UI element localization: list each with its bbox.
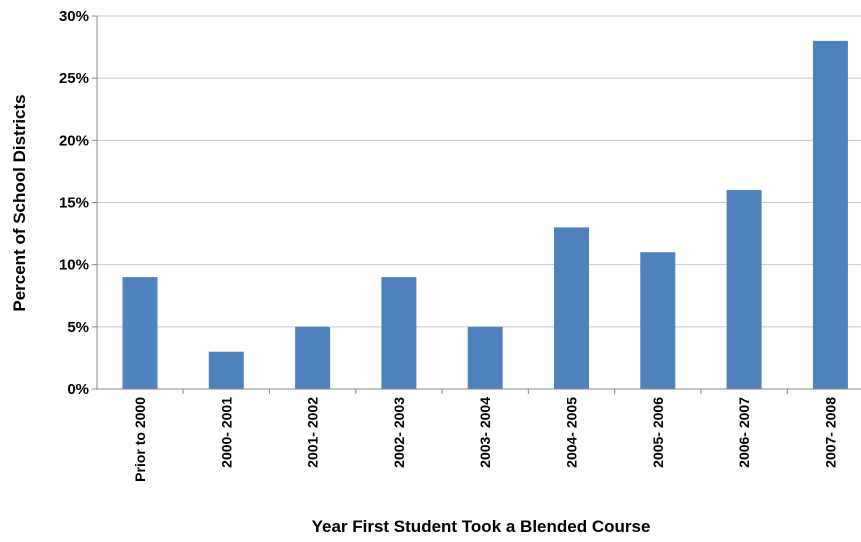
x-tick-label: 2001- 2002	[305, 397, 321, 468]
x-tick-label: 2004- 2005	[564, 397, 580, 468]
bar	[467, 326, 503, 389]
bar	[640, 252, 676, 389]
bar	[554, 227, 589, 389]
bars	[122, 40, 848, 389]
x-tick-labels: Prior to 2000 2000- 2001 2001- 2002 2002- 2…	[132, 389, 838, 482]
bar	[726, 190, 762, 389]
bar	[122, 277, 158, 389]
y-tick-label: 20%	[59, 132, 89, 149]
y-tick-labels: 0% 5% 10% 15% 20% 25% 30%	[59, 8, 97, 398]
bar	[208, 351, 244, 389]
y-axis-title: Percent of School Districts	[10, 94, 29, 311]
bar	[295, 326, 331, 389]
bar	[381, 277, 417, 389]
y-tick-label: 0%	[67, 381, 89, 398]
x-tick-label: 2006- 2007	[736, 397, 752, 468]
y-tick-label: 10%	[59, 257, 89, 274]
x-tick-label: 2007- 2008	[822, 397, 838, 468]
y-tick-label: 15%	[59, 195, 89, 212]
x-tick-label: Prior to 2000	[132, 397, 148, 482]
bar	[812, 40, 848, 389]
x-axis-title: Year First Student Took a Blended Course	[312, 517, 651, 536]
y-tick-label: 25%	[59, 70, 89, 87]
x-tick-label: 2005- 2006	[650, 397, 666, 468]
y-tick-label: 5%	[67, 319, 89, 336]
y-tick-label: 30%	[59, 8, 89, 25]
x-tick-label: 2000- 2001	[218, 397, 234, 468]
x-tick-label: 2003- 2004	[477, 397, 493, 468]
x-tick-label: 2002- 2003	[391, 397, 407, 468]
